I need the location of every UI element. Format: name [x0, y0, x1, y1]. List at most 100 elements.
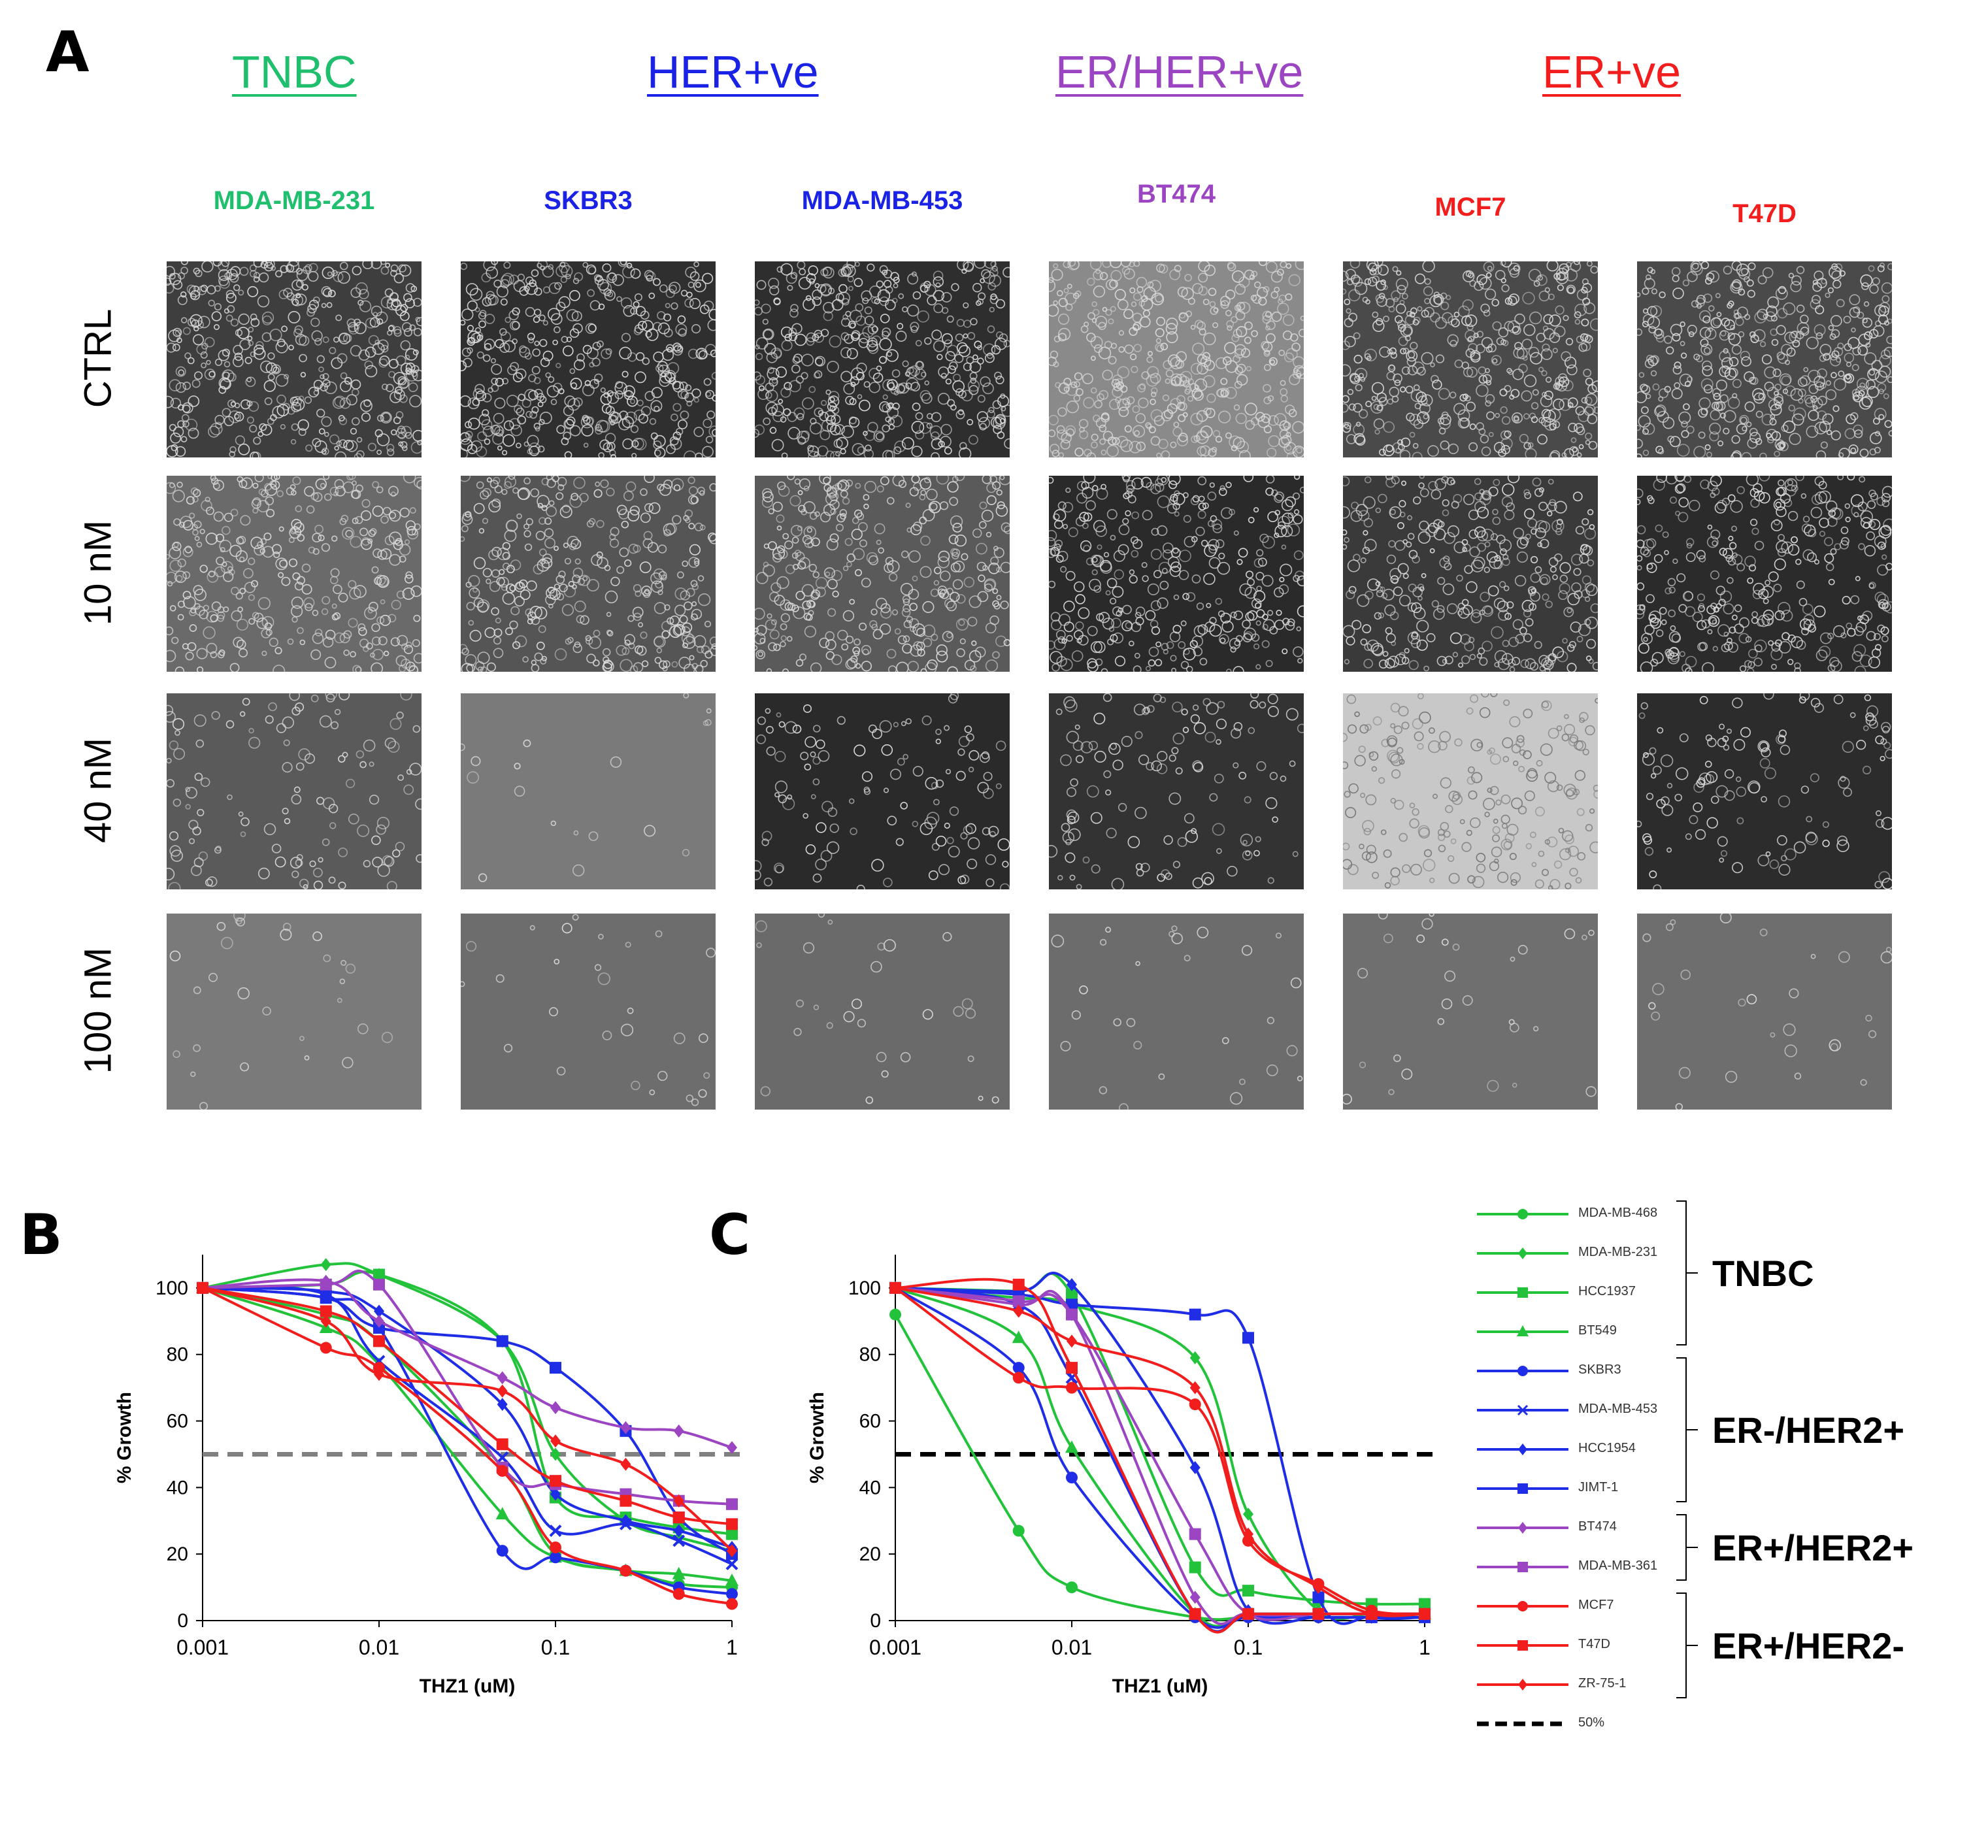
micrograph-40-nm-mda-mb-453: [755, 693, 1010, 889]
legend-item-label: MDA-MB-361: [1578, 1559, 1658, 1573]
data-point-zr-75-1: [1067, 1334, 1077, 1348]
y-tick-label: 100: [156, 1278, 188, 1299]
y-tick-label: 100: [848, 1278, 881, 1299]
data-point-zr-75-1: [1013, 1304, 1024, 1318]
data-point-mcf7: [1012, 1372, 1025, 1384]
micrograph-40-nm-skbr3: [461, 693, 716, 889]
data-point-mcf7: [550, 1542, 561, 1553]
panel-c-chart: 0 20 40 60 80 100 0.001 0.01 0.1 1 THZ1 (uM) % Grow…: [806, 1255, 1438, 1697]
x-tick-label: 1: [726, 1636, 738, 1659]
legend-item-label: MCF7: [1578, 1598, 1614, 1612]
cell-line-label: MDA-MB-453: [801, 186, 963, 215]
legend-swatch-marker: [1517, 1325, 1529, 1336]
legend-item-label: T47D: [1578, 1637, 1610, 1651]
micrograph-10-nm-mda-mb-231: [167, 476, 422, 672]
data-point-t47d: [672, 1511, 685, 1524]
data-point-mda-mb-231: [550, 1447, 561, 1461]
data-point-mcf7: [1189, 1398, 1201, 1411]
y-axis-label: % Growth: [114, 1392, 135, 1483]
cell-line-label: BT474: [1136, 180, 1216, 208]
data-point-mcf7: [672, 1588, 685, 1600]
group-label: ER/HER+ve: [1055, 46, 1304, 97]
legend-swatch-marker: [1517, 1404, 1529, 1416]
y-tick-label: 40: [167, 1477, 188, 1498]
y-tick-label: 60: [167, 1411, 188, 1432]
panel-a-letter: A: [46, 20, 90, 85]
cell-line-label: MDA-MB-231: [213, 186, 375, 215]
series-line-zr-75-1: [895, 1286, 1425, 1617]
y-tick-label: 20: [167, 1543, 188, 1565]
y-tick-label: 20: [859, 1543, 881, 1565]
data-point-skbr3: [1066, 1472, 1078, 1484]
group-bracket: [1676, 1514, 1698, 1581]
micrograph-40-nm-bt474: [1049, 693, 1304, 889]
legend-swatch-marker: [1517, 1366, 1528, 1376]
data-point-skbr3: [1012, 1362, 1025, 1374]
micrograph-100-nm-bt474: [1049, 914, 1304, 1110]
data-point-t47d: [726, 1518, 738, 1530]
series-line-mcf7: [202, 1287, 733, 1606]
legend-item-label: JIMT-1: [1578, 1480, 1619, 1494]
data-point-mda-mb-361: [373, 1278, 385, 1291]
data-point-skbr3: [726, 1588, 738, 1600]
data-point-skbr3: [496, 1545, 508, 1557]
micrograph-10-nm-bt474: [1049, 476, 1304, 672]
x-tick-label: 0.1: [1234, 1636, 1263, 1659]
legend-swatch-marker: [1518, 1522, 1527, 1534]
x-tick-label: 0.001: [869, 1636, 921, 1659]
legend-swatch-marker: [1517, 1601, 1528, 1611]
row-label: 10 nM: [76, 520, 120, 626]
data-point-bt474: [727, 1441, 737, 1455]
legend-swatch-marker: [1518, 1444, 1527, 1455]
micrograph-ctrl-mda-mb-453: [755, 261, 1010, 457]
row-label: 100 nM: [76, 947, 120, 1074]
data-point-zr-75-1: [1313, 1581, 1324, 1594]
micrograph-10-nm-skbr3: [461, 476, 716, 672]
data-point-jimt-1: [1312, 1591, 1325, 1604]
series-line-jimt-1: [895, 1286, 1425, 1625]
series-line-skbr3: [202, 1286, 733, 1596]
data-point-hcc1954: [1189, 1460, 1201, 1474]
data-point-hcc1954: [620, 1514, 631, 1528]
data-point-zr-75-1: [727, 1544, 737, 1558]
data-point-hcc1937: [1242, 1585, 1254, 1597]
panel-b-chart: 0 20 40 60 80 100 0.001 0.01 0.1 1 THZ1 (uM) % Grow…: [114, 1255, 745, 1697]
data-point-mcf7: [373, 1362, 385, 1374]
data-point-mda-mb-468: [1012, 1525, 1025, 1537]
data-point-mcf7: [726, 1598, 738, 1610]
micrograph-40-nm-t47d: [1637, 693, 1892, 889]
data-point-zr-75-1: [1189, 1381, 1201, 1394]
micrograph-100-nm-mcf7: [1343, 914, 1598, 1110]
data-point-mda-mb-453: [549, 1525, 562, 1537]
data-point-jimt-1: [496, 1335, 508, 1347]
micrograph-40-nm-mcf7: [1343, 693, 1598, 889]
legend-swatch-marker: [1517, 1640, 1528, 1651]
series-line-hcc1954: [895, 1272, 1425, 1625]
data-point-skbr3: [550, 1551, 561, 1564]
data-point-t47d: [1242, 1608, 1254, 1620]
data-point-hcc1954: [550, 1487, 561, 1501]
y-tick-label: 0: [177, 1610, 188, 1632]
panel-b-letter: B: [20, 1202, 63, 1268]
group-bracket-label: ER+/HER2+: [1712, 1527, 1914, 1568]
data-point-zr-75-1: [320, 1314, 331, 1328]
data-point-zr-75-1: [374, 1368, 384, 1381]
legend-item-label: HCC1937: [1578, 1284, 1636, 1298]
group-bracket-label: ER-/HER2+: [1712, 1410, 1905, 1451]
y-axis-label: % Growth: [806, 1392, 828, 1483]
data-point-mda-mb-468: [1066, 1581, 1078, 1594]
group-bracket: [1676, 1357, 1698, 1502]
data-point-t47d: [1012, 1278, 1025, 1291]
micrograph-100-nm-skbr3: [461, 914, 716, 1110]
data-point-mda-mb-361: [1066, 1308, 1078, 1321]
cell-line-label: SKBR3: [544, 186, 633, 215]
data-point-mda-mb-468: [889, 1308, 901, 1321]
y-tick-label: 80: [167, 1344, 188, 1366]
data-point-mcf7: [1066, 1381, 1078, 1394]
micrograph-10-nm-t47d: [1637, 476, 1892, 672]
x-tick-label: 1: [1419, 1636, 1431, 1659]
legend-item-label: MDA-MB-231: [1578, 1245, 1658, 1259]
legend-item-label: ZR-75-1: [1578, 1676, 1627, 1691]
data-point-t47d: [1066, 1362, 1078, 1374]
series-line-t47d: [202, 1286, 733, 1526]
